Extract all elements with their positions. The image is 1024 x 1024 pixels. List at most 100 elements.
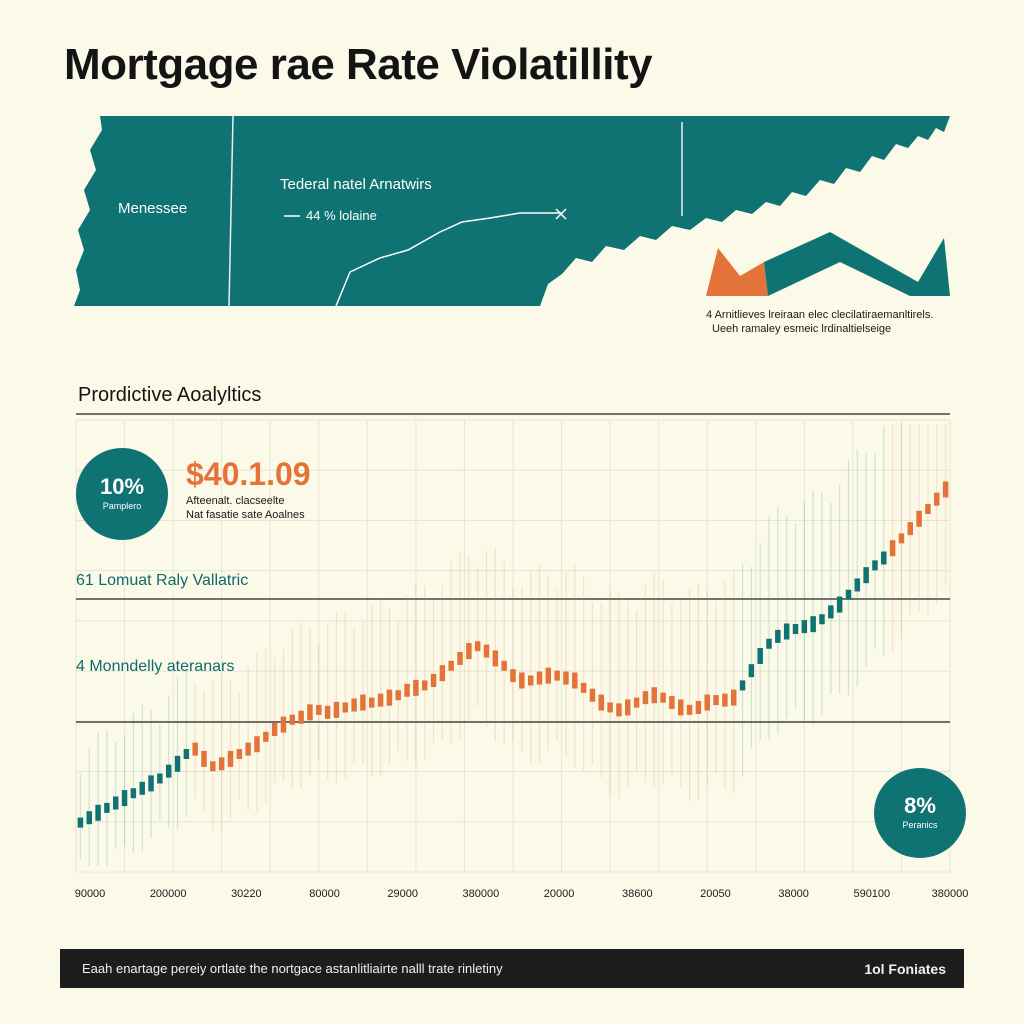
- chart-bar: [510, 669, 516, 683]
- footer-bar: Eaah enartage pereiy ortlate the nortgac…: [60, 949, 964, 988]
- chart-bar: [916, 510, 922, 527]
- chart-bar: [377, 693, 384, 707]
- chart-bar: [704, 694, 710, 711]
- chart-bar: [298, 710, 304, 724]
- chart-bar: [616, 703, 622, 717]
- chart-bar: [104, 802, 110, 813]
- chart-bar: [165, 764, 172, 778]
- trend-line: [335, 212, 562, 307]
- chart-bar: [925, 504, 931, 514]
- chart-bar: [236, 749, 243, 759]
- chart-bar: [210, 761, 216, 772]
- chart-bar: [854, 578, 861, 592]
- chart-bar: [148, 775, 154, 792]
- chart-bar: [183, 749, 190, 759]
- chart-bar: [263, 731, 269, 742]
- chart-bar: [713, 695, 719, 706]
- x-tick-label: 20000: [544, 888, 575, 900]
- chart-bar: [748, 664, 755, 678]
- chart-bar: [527, 675, 534, 686]
- chart-bar: [625, 699, 631, 716]
- chart-bar: [351, 698, 357, 712]
- chart-bar: [889, 540, 896, 557]
- chart-bar: [651, 687, 657, 704]
- chart-bar: [642, 691, 649, 705]
- chart-bar: [316, 704, 322, 715]
- chart-bar: [598, 694, 605, 711]
- chart-bar: [607, 702, 613, 713]
- x-tick-label: 90000: [75, 888, 106, 900]
- chart-bar: [130, 788, 137, 799]
- chart-bar: [192, 742, 198, 756]
- chart-bar: [386, 689, 393, 706]
- chart-bar: [77, 817, 84, 828]
- chart-bar: [218, 757, 225, 771]
- chart-bar: [669, 696, 675, 710]
- chart-bar: [766, 638, 772, 649]
- chart-bar: [545, 667, 552, 684]
- chart-bar: [227, 750, 234, 767]
- chart-bar: [466, 643, 472, 660]
- x-tick-label: 380000: [463, 888, 500, 900]
- badge-top: 10% Pamplero: [76, 448, 168, 540]
- chart-bar: [836, 596, 843, 613]
- chart-bar: [934, 492, 940, 506]
- chart-bar: [580, 682, 587, 693]
- chart-bar: [783, 623, 790, 640]
- chart-bar: [801, 620, 808, 634]
- footer-text: Eaah enartage pereiy ortlate the nortgac…: [82, 961, 503, 976]
- chart-bar: [730, 689, 737, 706]
- x-tick-label: 38000: [778, 888, 809, 900]
- chart-bar: [254, 736, 260, 753]
- chart-bar: [307, 704, 313, 721]
- x-tick-label: 200000: [150, 888, 187, 900]
- chart-bar: [819, 614, 825, 625]
- chart-bar: [174, 755, 181, 772]
- x-marker-icon: [555, 208, 567, 220]
- x-tick-label: 380000: [932, 888, 969, 900]
- state-map-shape: [74, 116, 950, 306]
- chart-bar: [157, 773, 163, 784]
- chart-bar: [483, 644, 490, 658]
- x-tick-label: 38600: [622, 888, 653, 900]
- chart-bar: [828, 605, 834, 619]
- chart-bar: [439, 665, 446, 682]
- chart-bar: [280, 716, 287, 733]
- legend-note-line: Ueeh ramaley esmeic lrdinaltielseige: [712, 323, 892, 335]
- chart-bar: [404, 683, 410, 697]
- x-axis-ticks: 90000 200000 30220 80000 29000 380000 20000 386…: [75, 888, 969, 900]
- chart-bar: [872, 560, 878, 571]
- chart-bar: [492, 650, 499, 667]
- chart-bar: [421, 680, 428, 691]
- trend-title: Tederal natel Arnatwirs: [280, 176, 432, 193]
- price-subtext-line: Nat fasatie sate Aoalnes: [186, 509, 305, 521]
- state-label: Menessee: [118, 200, 188, 217]
- chart-bar: [845, 589, 852, 600]
- chart-bar: [430, 674, 437, 687]
- badge-top-value: 10%: [99, 474, 145, 499]
- x-tick-label: 80000: [309, 888, 340, 900]
- x-tick-label: 30220: [231, 888, 262, 900]
- chart-bar: [369, 697, 375, 708]
- price-subtext-line: Afteenalt. clacseelte: [186, 495, 285, 507]
- chart-bar: [271, 723, 278, 736]
- badge-top-label: Pamplero: [102, 501, 142, 511]
- band-label-upper: 61 Lomuat Raly Vallatric: [76, 572, 249, 589]
- chart-bar: [289, 714, 296, 725]
- chart-bar: [660, 692, 666, 703]
- chart-bar: [563, 671, 569, 685]
- chart-bar: [792, 624, 799, 635]
- chart-bar: [474, 641, 481, 652]
- chart-bar: [457, 651, 463, 665]
- trend-value: 44 % lolaine: [306, 208, 377, 223]
- section-title: Prordictive Aoalyltics: [78, 384, 262, 406]
- chart-bar: [448, 660, 454, 671]
- chart-bar: [139, 781, 145, 795]
- x-tick-label: 20050: [700, 888, 731, 900]
- chart-bar: [245, 742, 251, 756]
- chart-bar: [695, 700, 702, 714]
- chart-bar: [112, 796, 119, 810]
- badge-bottom: 8% Peranics: [874, 768, 966, 858]
